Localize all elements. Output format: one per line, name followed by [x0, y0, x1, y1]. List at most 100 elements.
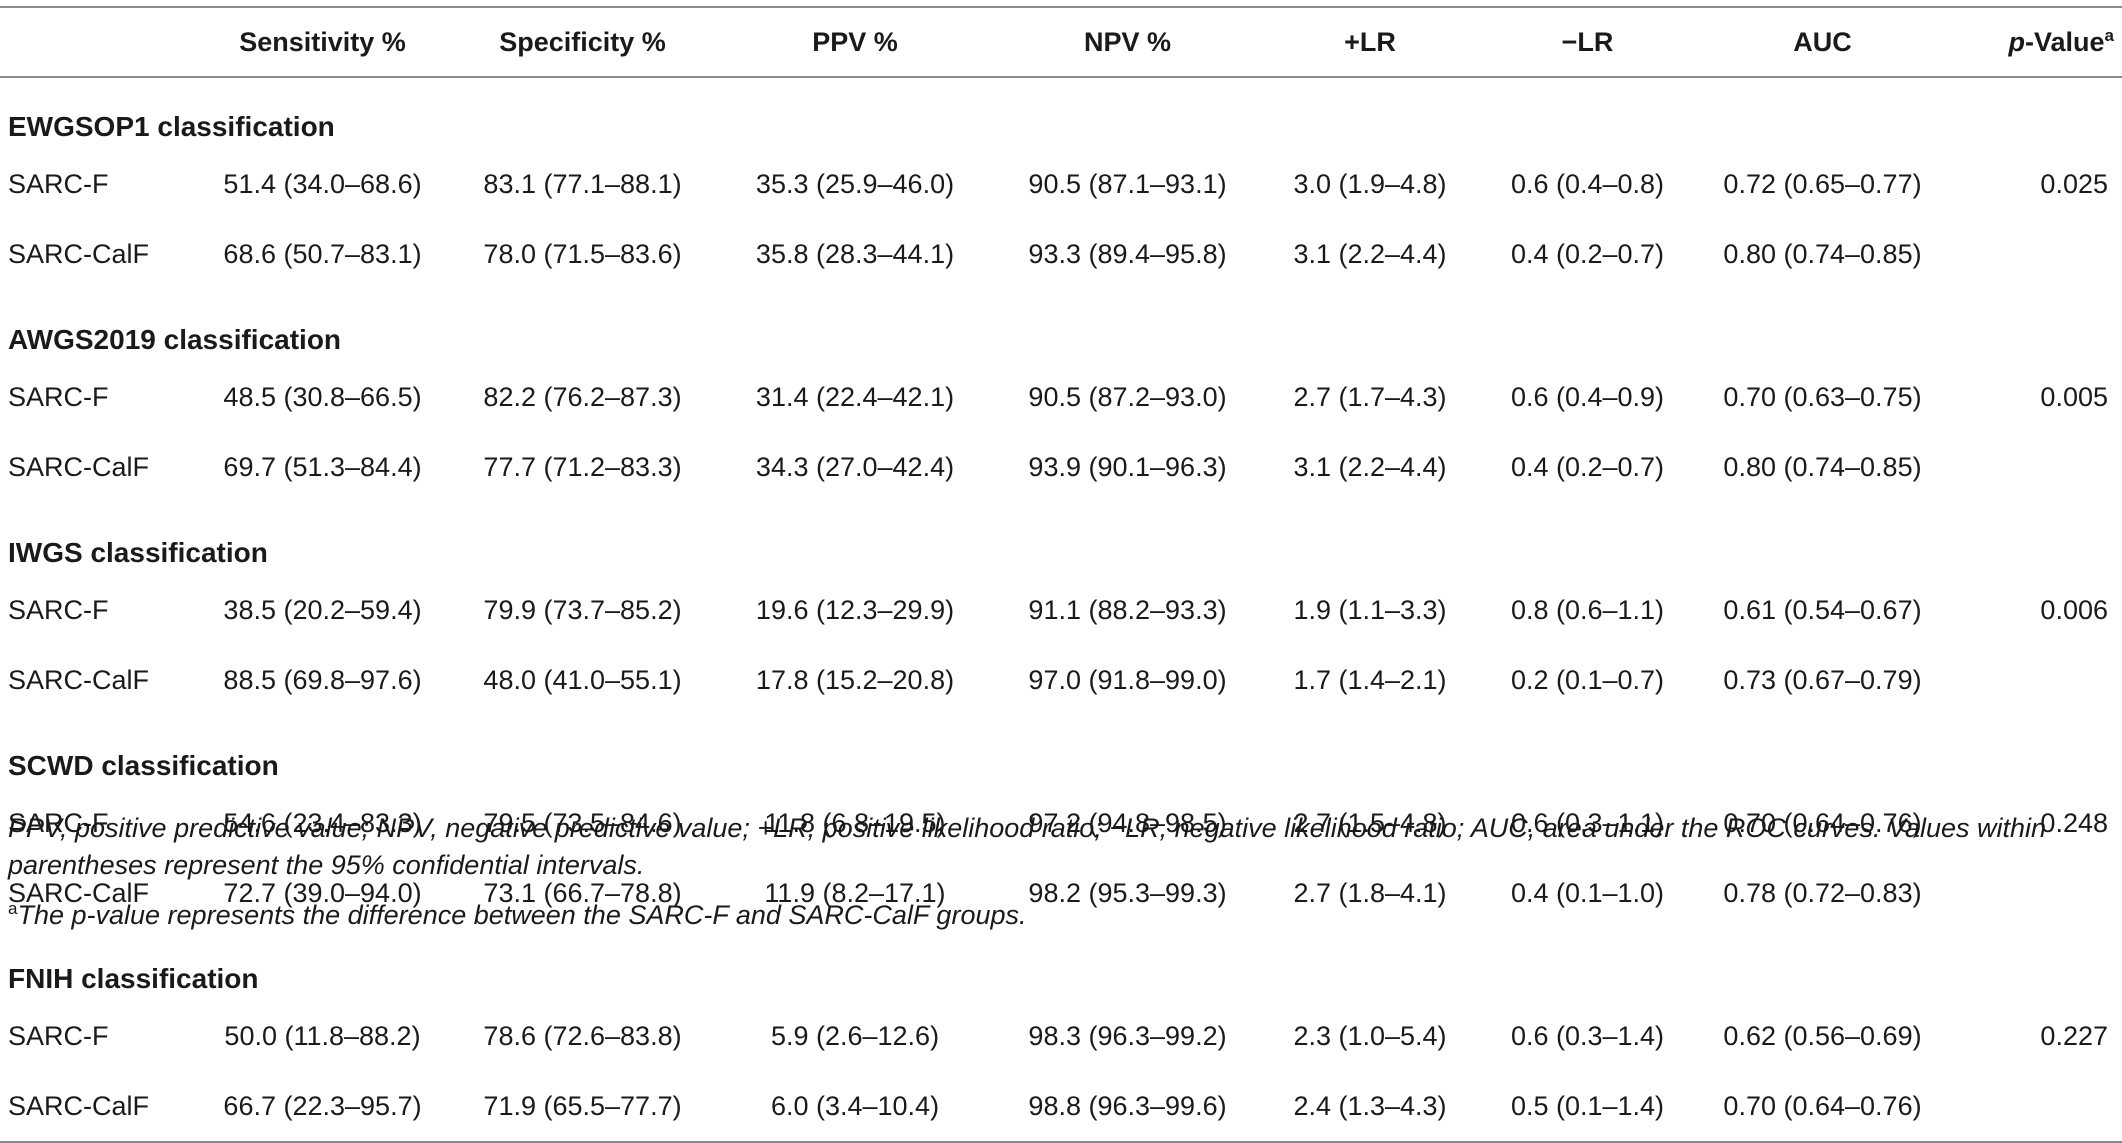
footnote-pvalue: aThe p-value represents the difference b… [8, 890, 2108, 934]
row-label: SARC-CalF [8, 665, 150, 695]
cell-ppv: 35.3 (25.9–46.0) [755, 168, 955, 199]
cell-sensitivity: 48.5 (30.8–66.5) [223, 381, 422, 412]
row-label: SARC-CalF [8, 452, 150, 482]
cell-specificity: 82.2 (76.2–87.3) [483, 381, 682, 412]
results-table: Sensitivity % Specificity % PPV % NPV % … [0, 6, 2122, 1143]
cell-nlr: 0.8 (0.6–1.1) [1510, 594, 1665, 625]
header-row: Sensitivity % Specificity % PPV % NPV % … [0, 6, 2122, 78]
cell-plr: 2.7 (1.7–4.3) [1293, 381, 1447, 412]
header-sensitivity: Sensitivity % [200, 6, 445, 78]
cell-specificity: 71.9 (65.5–77.7) [445, 1071, 720, 1143]
cell-plr: 1.7 (1.4–2.1) [1293, 665, 1447, 695]
header-pvalue-italic: p [2008, 27, 2025, 57]
cell-nlr: 0.6 (0.3–1.1) [1510, 807, 1665, 838]
row-label: SARC-CalF [8, 239, 150, 269]
header-blank [0, 6, 200, 78]
cell-pvalue: 0.006 [2040, 594, 2108, 625]
cell-auc: 0.80 (0.74–0.85) [1723, 239, 1922, 269]
cell-plr: 2.7 (1.5–4.8) [1293, 807, 1447, 838]
cell-plr: 3.0 (1.9–4.8) [1293, 168, 1447, 199]
section-row: FNIH classification [0, 929, 2122, 1001]
cell-npv: 98.8 (96.3–99.6) [990, 1071, 1265, 1143]
cell-ppv: 34.3 (27.0–42.4) [755, 452, 955, 482]
cell-npv: 98.3 (96.3–99.2) [1028, 1020, 1227, 1051]
table-row: SARC-CalF 72.7 (39.0–94.0) 73.1 (66.7–78.8… [0, 858, 2122, 929]
row-label: SARC-F [8, 1020, 109, 1051]
cell-sensitivity: 72.7 (39.0–94.0) [223, 878, 422, 908]
section-title: FNIH classification [8, 963, 259, 994]
header-auc: AUC [1700, 6, 1945, 78]
cell-auc: 0.73 (0.67–0.79) [1723, 665, 1922, 695]
table-row: SARC-F 38.5 (20.2–59.4) 79.9 (73.7–85.2) 19… [0, 575, 2122, 645]
table-header: Sensitivity % Specificity % PPV % NPV % … [0, 6, 2122, 78]
cell-ppv: 11.9 (8.2–17.1) [764, 878, 946, 908]
cell-plr: 2.4 (1.3–4.3) [1265, 1071, 1475, 1143]
cell-nlr: 0.4 (0.2–0.7) [1510, 239, 1665, 269]
table-row: SARC-F 51.4 (34.0–68.6) 83.1 (77.1–88.1) 35… [0, 149, 2122, 219]
cell-specificity: 79.9 (73.7–85.2) [483, 594, 682, 625]
row-label: SARC-CalF [8, 878, 150, 908]
footnote-abbreviations: PPV, positive predictive value; NPV, neg… [8, 813, 2047, 880]
table-row: SARC-F 54.6 (23.4–83.3) 79.5 (73.5–84.6) 11… [0, 788, 2122, 858]
table-row: SARC-CalF 69.7 (51.3–84.4) 77.7 (71.2–83.3… [0, 432, 2122, 503]
cell-auc: 0.70 (0.63–0.75) [1723, 381, 1922, 412]
section-title: EWGSOP1 classification [8, 111, 335, 142]
header-ppv: PPV % [720, 6, 990, 78]
header-plr: +LR [1265, 6, 1475, 78]
cell-auc: 0.80 (0.74–0.85) [1723, 452, 1922, 482]
section-title: AWGS2019 classification [8, 324, 342, 355]
cell-npv: 91.1 (88.2–93.3) [1028, 594, 1227, 625]
table-body: EWGSOP1 classification SARC-F 51.4 (34.0–6… [0, 77, 2122, 1143]
cell-specificity: 83.1 (77.1–88.1) [483, 168, 682, 199]
cell-plr: 3.1 (2.2–4.4) [1293, 239, 1447, 269]
table-row: SARC-F 50.0 (11.8–88.2) 78.6 (72.6–83.8) 5.… [0, 1001, 2122, 1071]
section-title: SCWD classification [8, 750, 279, 781]
cell-sensitivity: 38.5 (20.2–59.4) [223, 594, 422, 625]
cell-npv: 93.3 (89.4–95.8) [1028, 239, 1227, 269]
cell-sensitivity: 88.5 (69.8–97.6) [223, 665, 422, 695]
table-row: SARC-CalF 66.7 (22.3–95.7) 71.9 (65.5–77.7… [0, 1071, 2122, 1143]
header-nlr: −LR [1475, 6, 1700, 78]
section-title: IWGS classification [8, 537, 268, 568]
cell-plr: 2.7 (1.8–4.1) [1293, 878, 1447, 908]
cell-npv: 97.0 (91.8–99.0) [1028, 665, 1227, 695]
cell-pvalue: 0.227 [2040, 1020, 2108, 1051]
cell-sensitivity: 69.7 (51.3–84.4) [223, 452, 422, 482]
cell-ppv: 31.4 (22.4–42.1) [755, 381, 955, 412]
cell-sensitivity: 66.7 (22.3–95.7) [200, 1071, 445, 1143]
cell-ppv: 35.8 (28.3–44.1) [755, 239, 955, 269]
footnote-pvalue-text: The p-value represents the difference be… [17, 900, 1027, 930]
cell-pvalue: 0.248 [2040, 807, 2108, 838]
cell-plr: 3.1 (2.2–4.4) [1293, 452, 1447, 482]
cell-ppv: 5.9 (2.6–12.6) [770, 1020, 940, 1051]
cell-auc: 0.70 (0.64–0.76) [1723, 807, 1922, 838]
footnote-marker: a [8, 899, 18, 918]
table-row: SARC-CalF 68.6 (50.7–83.1) 78.0 (71.5–83.6… [0, 219, 2122, 290]
cell-auc: 0.72 (0.65–0.77) [1723, 168, 1922, 199]
cell-ppv: 19.6 (12.3–29.9) [755, 594, 955, 625]
cell-specificity: 79.5 (73.5–84.6) [483, 807, 682, 838]
cell-auc: 0.61 (0.54–0.67) [1723, 594, 1922, 625]
cell-npv: 90.5 (87.1–93.1) [1028, 168, 1227, 199]
cell-auc: 0.78 (0.72–0.83) [1723, 878, 1922, 908]
cell-nlr: 0.6 (0.4–0.9) [1510, 381, 1665, 412]
cell-nlr: 0.6 (0.4–0.8) [1510, 168, 1665, 199]
row-label: SARC-CalF [0, 1071, 200, 1143]
cell-ppv: 6.0 (3.4–10.4) [720, 1071, 990, 1143]
cell-specificity: 78.0 (71.5–83.6) [483, 239, 682, 269]
cell-plr: 1.9 (1.1–3.3) [1293, 594, 1447, 625]
cell-sensitivity: 54.6 (23.4–83.3) [223, 807, 422, 838]
cell-nlr: 0.5 (0.1–1.4) [1475, 1071, 1700, 1143]
cell-pvalue [1945, 1071, 2122, 1143]
cell-npv: 98.2 (95.3–99.3) [1028, 878, 1227, 908]
cell-pvalue: 0.005 [2040, 381, 2108, 412]
cell-nlr: 0.6 (0.3–1.4) [1510, 1020, 1665, 1051]
cell-sensitivity: 50.0 (11.8–88.2) [224, 1020, 421, 1051]
cell-auc: 0.70 (0.64–0.76) [1700, 1071, 1945, 1143]
cell-npv: 97.2 (94.8–98.5) [1028, 807, 1227, 838]
section-row: EWGSOP1 classification [0, 77, 2122, 149]
row-label: SARC-F [8, 594, 109, 625]
cell-plr: 2.3 (1.0–5.4) [1293, 1020, 1447, 1051]
cell-specificity: 78.6 (72.6–83.8) [483, 1020, 682, 1051]
table-page: Sensitivity % Specificity % PPV % NPV % … [0, 6, 2122, 1143]
